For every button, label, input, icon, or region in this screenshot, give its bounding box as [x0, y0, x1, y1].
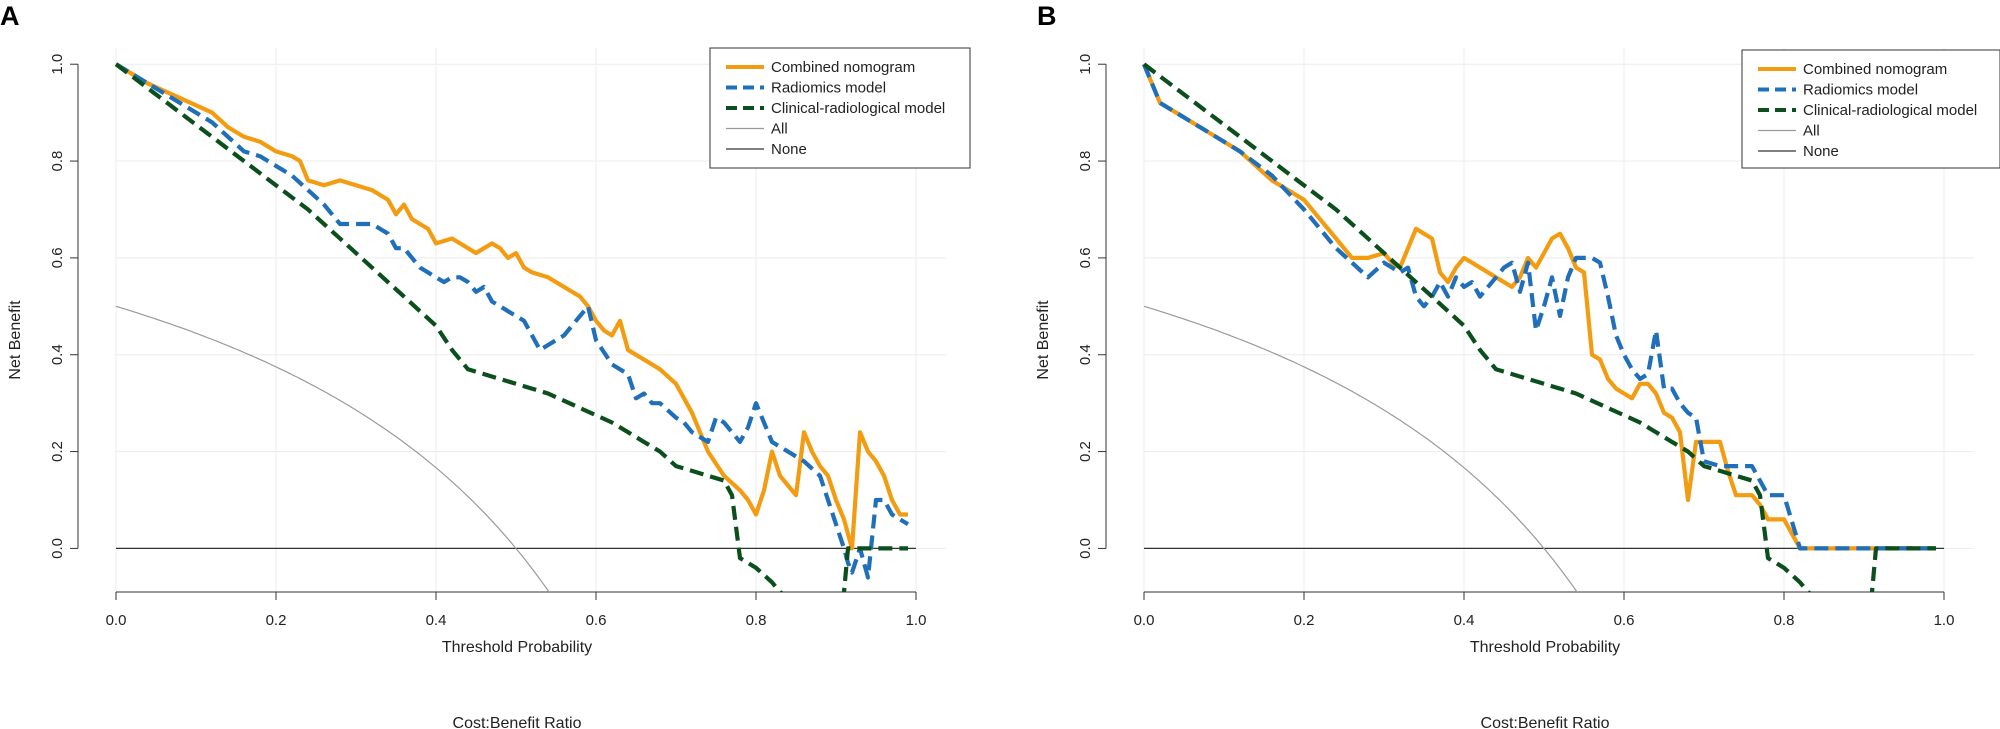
panel-b-x-tick-label: 0.0 [1134, 612, 1155, 629]
panel-a-series-all [115, 305, 550, 592]
panel-a-y-tick-label: 0.2 [49, 441, 66, 462]
panel-b-series-radiomics-model [1142, 63, 1936, 551]
panel-a-x-tick-label: 1.0 [906, 612, 927, 629]
panel-a-x-tick-label: 0.2 [266, 612, 287, 629]
panel-a-x-tick-label: 0.4 [426, 612, 447, 629]
panel-b-y-tick-label: 0.6 [1077, 247, 1094, 268]
panel-b-series-all [1143, 305, 1578, 592]
panel-b-x-axis-title: Threshold Probability [1470, 639, 1620, 656]
panel-b-x-tick-label: 0.6 [1614, 612, 1635, 629]
panel-a-legend-label-clinical-radiological-model: Clinical-radiological model [771, 100, 945, 117]
panel-b-secondary-x-axis-title: Cost:Benefit Ratio [1481, 715, 1610, 729]
panel-b-y-axis-title: Net Benefit [1035, 300, 1052, 380]
panel-b-x-tick-label: 1.0 [1934, 612, 1955, 629]
panel-a-legend-label-none: None [771, 141, 807, 158]
panel-b-legend-label-clinical-radiological-model: Clinical-radiological model [1803, 102, 1977, 119]
panel-a: A 0.0 0.2 0.4 0.6 0.8 1.0 0.0 0.2 0.4 0.6 0.8 1.0 C… [0, 1, 971, 729]
panel-a-series-radiomics-model [114, 62, 910, 580]
panel-b: B 0.0 0.2 0.4 0.6 0.8 1.0 0.0 0.2 0.4 0.6 0.8 1.0 C… [1035, 1, 2000, 729]
panel-b-legend-label-combined-nomogram: Combined nomogram [1803, 61, 1947, 78]
panel-a-x-tick-label: 0.8 [746, 612, 767, 629]
panel-b-x-tick-label: 0.2 [1294, 612, 1315, 629]
panel-a-legend-label-radiomics-model: Radiomics model [771, 80, 886, 97]
panel-b-y-tick-label: 0.8 [1077, 151, 1094, 172]
panel-a-secondary-x-axis-title: Cost:Benefit Ratio [453, 715, 582, 729]
panel-a-y-tick-label: 0.8 [49, 151, 66, 172]
panel-a-y-tick-label: 0.4 [49, 344, 66, 365]
panel-b-y-tick-label: 0.0 [1077, 538, 1094, 559]
panel-a-series-clinical-radiological-model [114, 62, 908, 592]
panel-b-label: B [1037, 1, 1057, 31]
panel-b-x-tick-label: 0.8 [1774, 612, 1795, 629]
panel-a-y-tick-label: 0.6 [49, 247, 66, 268]
panel-b-y-tick-label: 0.2 [1077, 441, 1094, 462]
panel-b-y-tick-label: 0.4 [1077, 344, 1094, 365]
panel-b-legend-label-radiomics-model: Radiomics model [1803, 82, 1918, 99]
panel-a-legend-label-all: All [771, 121, 788, 138]
panel-b-series-combined-nomogram [1142, 63, 1936, 551]
panel-b-y-tick-label: 1.0 [1077, 54, 1094, 75]
panel-b-legend-label-none: None [1803, 143, 1839, 160]
panel-a-series-combined-nomogram [114, 62, 908, 551]
panel-a-x-tick-label: 0.0 [106, 612, 127, 629]
panel-b-x-tick-label: 0.4 [1454, 612, 1475, 629]
panel-a-x-tick-label: 0.6 [586, 612, 607, 629]
panel-a-x-axis-title: Threshold Probability [442, 639, 592, 656]
panel-a-label: A [0, 1, 20, 31]
panel-a-y-tick-label: 1.0 [49, 54, 66, 75]
panel-b-legend-label-all: All [1803, 123, 1820, 140]
panel-a-y-tick-label: 0.0 [49, 538, 66, 559]
panel-a-legend-label-combined-nomogram: Combined nomogram [771, 59, 915, 76]
panel-b-series-clinical-radiological-model [1142, 62, 1936, 592]
panel-a-y-axis-title: Net Benefit [7, 300, 24, 380]
